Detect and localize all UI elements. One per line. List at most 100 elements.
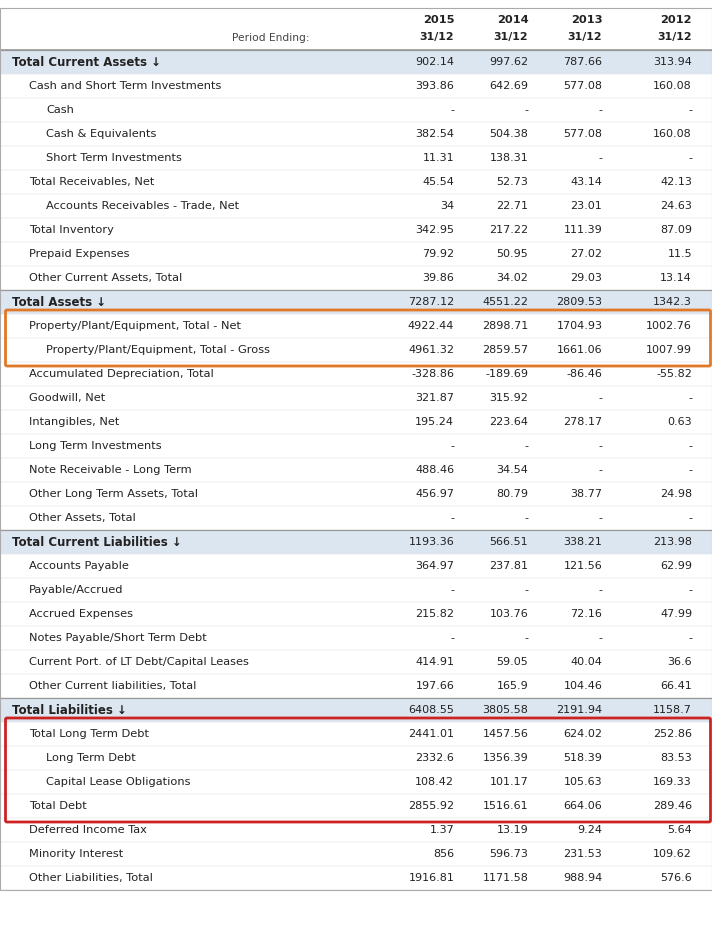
Text: Total Current Liabilities ↓: Total Current Liabilities ↓ (12, 536, 182, 549)
Text: 1661.06: 1661.06 (557, 345, 602, 355)
Text: 108.42: 108.42 (415, 777, 454, 787)
Text: 1007.99: 1007.99 (646, 345, 692, 355)
Text: Total Liabilities ↓: Total Liabilities ↓ (12, 704, 127, 717)
Text: 2013: 2013 (571, 15, 602, 24)
Text: 7287.12: 7287.12 (408, 297, 454, 307)
Text: 223.64: 223.64 (489, 417, 528, 427)
Text: 105.63: 105.63 (564, 777, 602, 787)
Text: 988.94: 988.94 (563, 873, 602, 883)
Text: 504.38: 504.38 (489, 129, 528, 139)
Text: 101.17: 101.17 (490, 777, 528, 787)
Bar (0, 122, 712, 146)
Text: 165.9: 165.9 (496, 681, 528, 691)
Text: 13.14: 13.14 (660, 273, 692, 283)
Bar (0, 770, 712, 794)
Text: Other Current Assets, Total: Other Current Assets, Total (29, 273, 182, 283)
Text: -: - (450, 441, 454, 451)
Text: 45.54: 45.54 (422, 177, 454, 187)
Text: 2809.53: 2809.53 (556, 297, 602, 307)
Bar (0, 266, 712, 290)
Text: Long Term Debt: Long Term Debt (46, 753, 136, 763)
Text: 29.03: 29.03 (570, 273, 602, 283)
Text: 2859.57: 2859.57 (482, 345, 528, 355)
Text: 160.08: 160.08 (654, 129, 692, 139)
Text: Accumulated Depreciation, Total: Accumulated Depreciation, Total (29, 369, 214, 379)
Text: 5.64: 5.64 (667, 825, 692, 835)
Text: 34: 34 (440, 201, 454, 211)
Text: 4551.22: 4551.22 (482, 297, 528, 307)
Text: 52.73: 52.73 (496, 177, 528, 187)
Text: Minority Interest: Minority Interest (29, 849, 123, 859)
Text: 36.6: 36.6 (667, 657, 692, 667)
Text: Accrued Expenses: Accrued Expenses (29, 609, 133, 619)
Text: Accounts Receivables - Trade, Net: Accounts Receivables - Trade, Net (46, 201, 239, 211)
Text: Total Assets ↓: Total Assets ↓ (12, 295, 106, 309)
Text: 0.63: 0.63 (667, 417, 692, 427)
Bar (0, 842, 712, 866)
Text: 338.21: 338.21 (563, 537, 602, 547)
Text: Property/Plant/Equipment, Total - Net: Property/Plant/Equipment, Total - Net (29, 321, 241, 331)
Text: 1916.81: 1916.81 (409, 873, 454, 883)
Text: 1.37: 1.37 (429, 825, 454, 835)
Text: 24.63: 24.63 (660, 201, 692, 211)
Text: 2855.92: 2855.92 (408, 801, 454, 811)
Text: Other Current liabilities, Total: Other Current liabilities, Total (29, 681, 197, 691)
Bar (0, 722, 712, 746)
Text: -: - (598, 441, 602, 451)
Bar (0, 482, 712, 506)
Bar (0, 530, 712, 554)
Text: -: - (524, 105, 528, 115)
Text: -: - (598, 633, 602, 643)
Text: 393.86: 393.86 (415, 81, 454, 91)
Text: 2898.71: 2898.71 (482, 321, 528, 331)
Text: -: - (524, 513, 528, 523)
Text: 24.98: 24.98 (660, 489, 692, 499)
Text: 664.06: 664.06 (564, 801, 602, 811)
Text: -: - (598, 153, 602, 163)
Text: -: - (524, 441, 528, 451)
Text: 31/12: 31/12 (493, 33, 528, 42)
Bar (0, 170, 712, 194)
Text: Capital Lease Obligations: Capital Lease Obligations (46, 777, 191, 787)
Text: 31/12: 31/12 (567, 33, 602, 42)
Text: Accounts Payable: Accounts Payable (29, 561, 129, 571)
Text: Other Long Term Assets, Total: Other Long Term Assets, Total (29, 489, 198, 499)
Text: 566.51: 566.51 (490, 537, 528, 547)
Text: 342.95: 342.95 (415, 225, 454, 235)
Text: Notes Payable/Short Term Debt: Notes Payable/Short Term Debt (29, 633, 206, 643)
Text: -86.46: -86.46 (567, 369, 602, 379)
Text: 111.39: 111.39 (564, 225, 602, 235)
Bar (0, 98, 712, 122)
Text: 576.6: 576.6 (660, 873, 692, 883)
Text: -: - (688, 393, 692, 403)
Text: 321.87: 321.87 (415, 393, 454, 403)
Text: -: - (598, 105, 602, 115)
Text: 856: 856 (433, 849, 454, 859)
Text: Cash & Equivalents: Cash & Equivalents (46, 129, 157, 139)
Text: 104.46: 104.46 (563, 681, 602, 691)
Text: 34.02: 34.02 (496, 273, 528, 283)
Bar (0, 578, 712, 602)
Bar (0, 242, 712, 266)
Text: -: - (688, 585, 692, 595)
Text: 3805.58: 3805.58 (483, 705, 528, 715)
Text: 237.81: 237.81 (489, 561, 528, 571)
Bar (0, 434, 712, 458)
Text: 1516.61: 1516.61 (483, 801, 528, 811)
Text: 1457.56: 1457.56 (483, 729, 528, 739)
Bar (0, 602, 712, 626)
Bar (0, 650, 712, 674)
Text: Total Current Assets ↓: Total Current Assets ↓ (12, 55, 161, 68)
Text: 23.01: 23.01 (570, 201, 602, 211)
Text: -: - (688, 105, 692, 115)
Text: 6408.55: 6408.55 (409, 705, 454, 715)
Text: 217.22: 217.22 (489, 225, 528, 235)
Text: 50.95: 50.95 (496, 249, 528, 259)
Text: 11.5: 11.5 (667, 249, 692, 259)
Bar (0, 866, 712, 890)
Bar (0, 386, 712, 410)
Text: Property/Plant/Equipment, Total - Gross: Property/Plant/Equipment, Total - Gross (46, 345, 270, 355)
Text: -: - (598, 393, 602, 403)
Text: Goodwill, Net: Goodwill, Net (29, 393, 105, 403)
Bar (0, 194, 712, 218)
